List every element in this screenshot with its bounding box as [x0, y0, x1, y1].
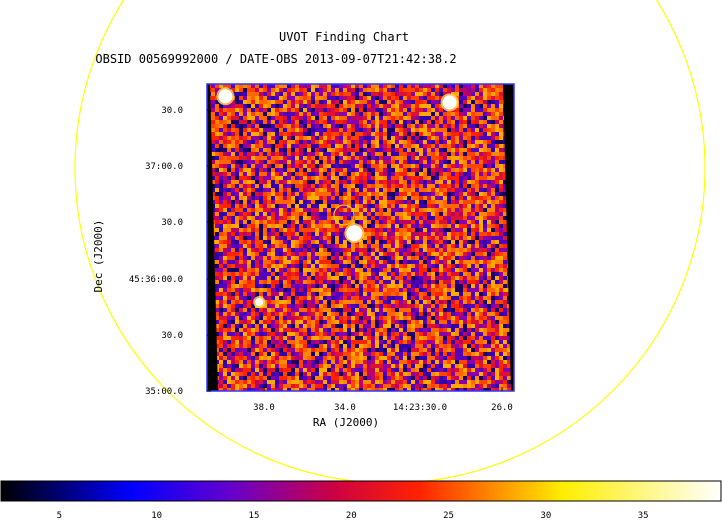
- right-edge: [503, 84, 514, 391]
- target-source: [344, 223, 365, 244]
- colorbar-tick-label: 20: [346, 511, 357, 521]
- y-tick-label: 30.0: [161, 331, 183, 341]
- x-axis-label: RA (J2000): [313, 416, 379, 429]
- image-area: [206, 83, 515, 392]
- x-tick-label: 34.0: [334, 403, 356, 413]
- x-axis-ticks: 38.0 34.0 14:23:30.0 26.0: [253, 387, 513, 413]
- colorbar: [0, 480, 722, 502]
- colorbar-ticks: 5 10 15 20 25 30 35: [57, 511, 649, 521]
- colorbar-tick-label: 10: [151, 511, 162, 521]
- y-tick-label: 30.0: [161, 218, 183, 228]
- y-tick-label: 45:36:00.0: [129, 275, 183, 285]
- bright-star-top-right: [440, 93, 459, 112]
- sources-layer: [216, 87, 459, 308]
- colorbar-tick-label: 15: [249, 511, 260, 521]
- colorbar-tick-label: 35: [638, 511, 649, 521]
- y-tick-label: 30.0: [161, 106, 183, 116]
- chart-subtitle: OBSID 00569992000 / DATE-OBS 2013-09-07T…: [95, 52, 456, 66]
- chart-title: UVOT Finding Chart: [279, 30, 409, 44]
- bright-star-top-left: [216, 87, 235, 106]
- y-axis-ticks: 30.0 37:00.0 30.0 45:36:00.0 30.0 35:00.0: [129, 106, 211, 397]
- target-circle: [333, 204, 355, 226]
- image-border: [206, 83, 515, 392]
- left-edge: [207, 84, 218, 391]
- y-tick-label: 35:00.0: [145, 387, 183, 397]
- y-axis-label: Dec (J2000): [92, 220, 105, 293]
- x-tick-label: 26.0: [491, 403, 513, 413]
- colorbar-tick-label: 25: [443, 511, 454, 521]
- x-tick-label: 38.0: [253, 403, 275, 413]
- y-tick-label: 37:00.0: [145, 162, 183, 172]
- colorbar-tick-label: 5: [57, 511, 62, 521]
- faint-source-left: [253, 295, 266, 308]
- x-tick-label: 14:23:30.0: [393, 403, 447, 413]
- colorbar-tick-label: 30: [540, 511, 551, 521]
